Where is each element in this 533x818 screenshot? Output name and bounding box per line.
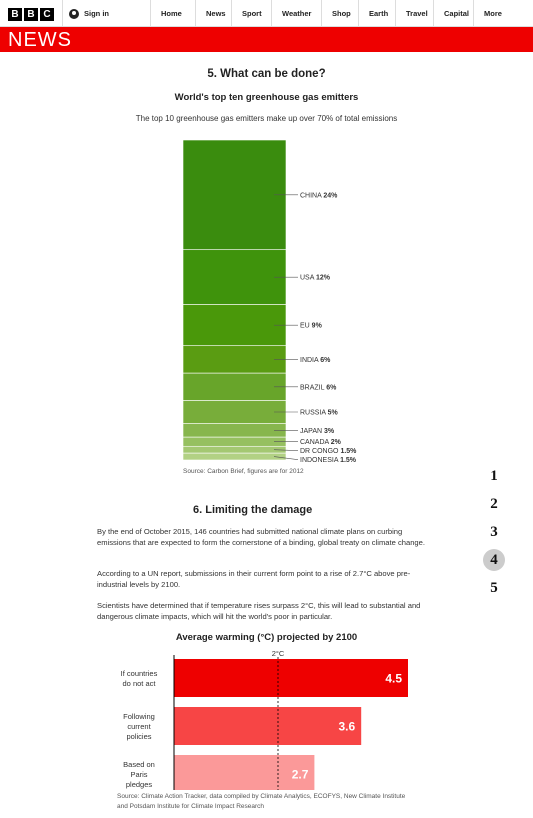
emitter-segment	[183, 250, 286, 305]
warming-value-label: 4.5	[385, 672, 402, 686]
emitter-label: INDONESIA 1.5%	[300, 457, 357, 464]
reference-line-label: 2°C	[272, 649, 285, 658]
warming-bar	[174, 659, 408, 697]
emitter-label: RUSSIA 5%	[300, 410, 339, 417]
warming-category-label: current	[127, 722, 151, 731]
emitter-segment	[183, 140, 286, 250]
emitter-label: BRAZIL 6%	[300, 384, 337, 391]
pager-item-3[interactable]: 3	[483, 521, 505, 543]
pager-item-4[interactable]: 4	[483, 549, 505, 571]
warming-chart-title: Average warming (°C) projected by 2100	[0, 632, 533, 643]
emitter-label: EU 9%	[300, 323, 323, 330]
emitter-segment	[183, 305, 286, 346]
paragraph-1: By the end of October 2015, 146 countrie…	[97, 527, 437, 548]
emitter-label: CANADA 2%	[300, 439, 342, 446]
emitter-segment	[183, 453, 286, 460]
warming-value-label: 2.7	[292, 768, 309, 782]
emitter-label: JAPAN 3%	[300, 428, 335, 435]
paragraph-3: Scientists have determined that if tempe…	[97, 601, 437, 622]
warming-category-label: Paris	[130, 770, 147, 779]
warming-value-label: 3.6	[339, 720, 356, 734]
warming-category-label: do not act	[123, 679, 157, 688]
pager-item-5[interactable]: 5	[483, 577, 505, 599]
emitter-label: CHINA 24%	[300, 192, 338, 199]
emitter-segment	[183, 373, 286, 400]
warming-source: Source: Climate Action Tracker, data com…	[117, 792, 417, 811]
emitter-segment	[183, 423, 286, 437]
emitter-label: INDIA 6%	[300, 357, 331, 364]
section-pager: 1 2 3 4 5	[483, 465, 505, 605]
emitters-source: Source: Carbon Brief, figures are for 20…	[183, 468, 304, 475]
warming-category-label: Following	[123, 712, 155, 721]
emitter-segment	[183, 437, 286, 446]
warming-category-label: pledges	[126, 780, 153, 789]
emitter-segment	[183, 346, 286, 373]
warming-category-label: Based on	[123, 760, 155, 769]
warming-category-label: If countries	[121, 669, 158, 678]
pager-item-1[interactable]: 1	[483, 465, 505, 487]
warming-category-label: policies	[126, 732, 151, 741]
warming-bar	[174, 707, 361, 745]
emitter-segment	[183, 446, 286, 453]
emitter-segment	[183, 401, 286, 424]
emitters-stacked-chart: CHINA 24% USA 12% EU 9% INDIA 6% BRAZIL 6% RU…	[0, 0, 533, 470]
section-heading-6: 6. Limiting the damage	[193, 504, 312, 516]
pager-item-2[interactable]: 2	[483, 493, 505, 515]
paragraph-2: According to a UN report, submissions in…	[97, 569, 437, 590]
emitter-label: DR CONGO 1.5%	[300, 448, 357, 455]
emitter-label: USA 12%	[300, 275, 331, 282]
